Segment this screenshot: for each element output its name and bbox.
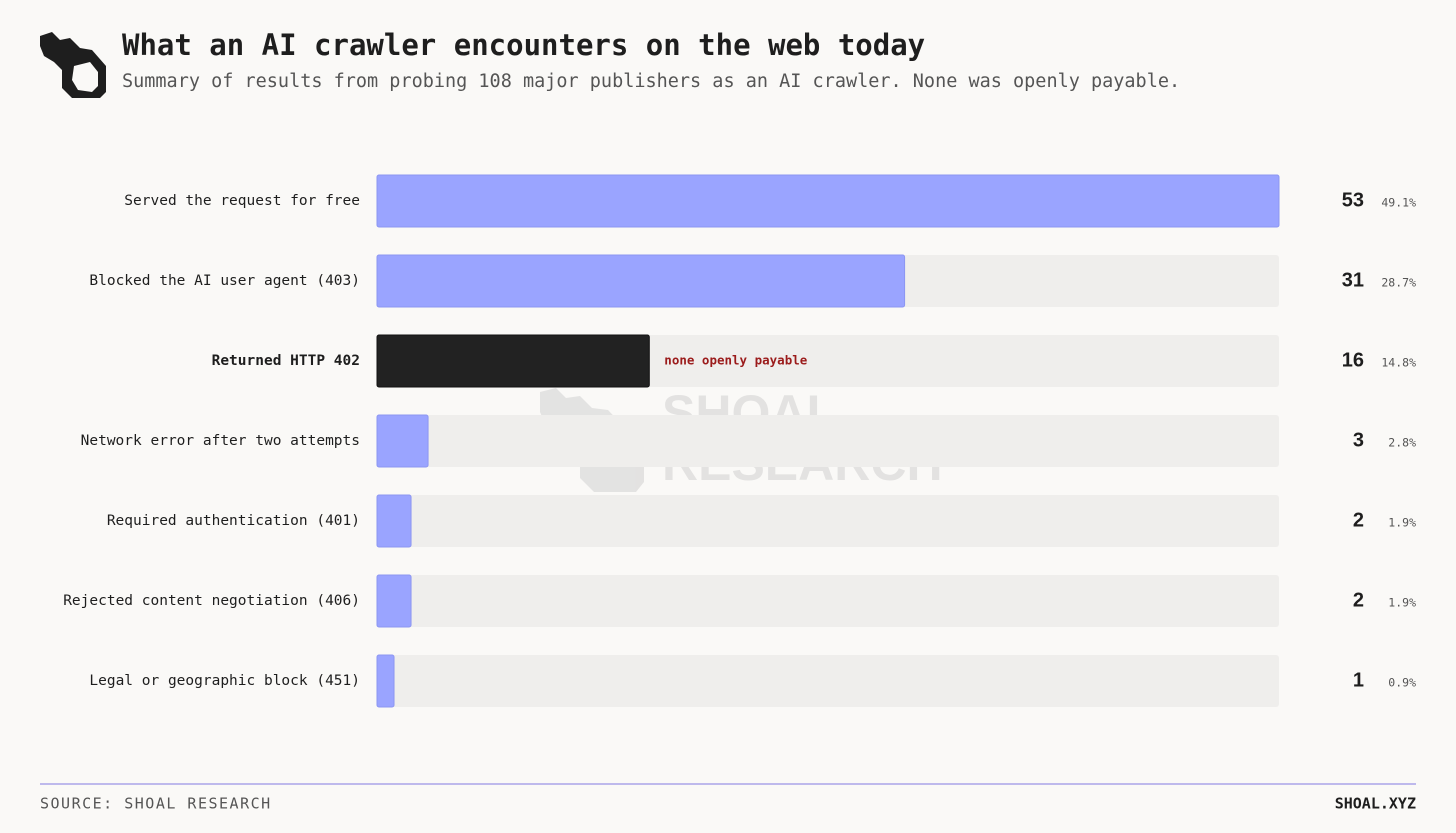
bar-track (377, 415, 1279, 467)
category-label: Returned HTTP 402 (212, 353, 360, 369)
site: SHOAL.XYZ (1335, 795, 1416, 813)
category-label: Required authentication (401) (107, 513, 360, 529)
bar-track (377, 495, 1279, 547)
bar (376, 334, 650, 388)
value-label: 2 (1353, 509, 1364, 531)
bar (376, 254, 906, 308)
bar (376, 654, 395, 708)
value-label: 3 (1353, 429, 1364, 451)
value-label: 2 (1353, 589, 1364, 611)
category-label: Served the request for free (124, 193, 360, 209)
bar (376, 414, 429, 468)
share-label: 0.9% (1388, 676, 1416, 690)
source: SOURCE: SHOAL RESEARCH (40, 795, 272, 813)
share-label: 1.9% (1388, 596, 1416, 610)
bar (376, 174, 1280, 228)
value-label: 16 (1342, 349, 1364, 371)
value-label: 31 (1342, 269, 1364, 291)
chart-title: What an AI crawler encounters on the web… (122, 28, 925, 62)
bar (376, 574, 412, 628)
share-label: 2.8% (1388, 436, 1416, 450)
bar-track (377, 655, 1279, 707)
share-label: 28.7% (1381, 276, 1416, 290)
value-label: 1 (1353, 669, 1364, 691)
category-label: Network error after two attempts (81, 433, 360, 449)
share-label: 14.8% (1381, 356, 1416, 370)
category-label: Rejected content negotiation (406) (63, 593, 360, 609)
logo (40, 32, 106, 98)
annotation: none openly payable (664, 353, 807, 368)
bar (376, 494, 412, 548)
bar-track (377, 575, 1279, 627)
chart-subtitle: Summary of results from probing 108 majo… (122, 71, 1180, 92)
category-label: Blocked the AI user agent (403) (89, 273, 360, 289)
share-label: 49.1% (1381, 196, 1416, 210)
value-label: 53 (1342, 189, 1364, 211)
category-label: Legal or geographic block (451) (89, 673, 360, 689)
share-label: 1.9% (1388, 516, 1416, 530)
